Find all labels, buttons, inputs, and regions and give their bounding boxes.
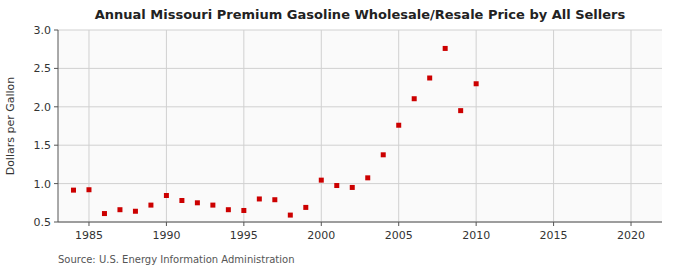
data-point	[179, 198, 184, 203]
x-tick-label: 2010	[462, 229, 490, 242]
y-tick-label: 1.0	[34, 178, 52, 191]
x-tick-label: 2005	[385, 229, 413, 242]
data-point	[396, 123, 401, 128]
x-grid-line	[88, 30, 89, 222]
data-point	[334, 183, 339, 188]
data-point	[412, 96, 417, 101]
y-tick-label: 2.0	[34, 101, 52, 114]
data-point	[458, 108, 463, 113]
y-grid-line	[58, 222, 662, 223]
grid	[58, 30, 662, 222]
data-point	[474, 81, 479, 86]
y-tick-label: 2.5	[34, 62, 52, 75]
y-tick	[54, 183, 58, 184]
y-tick	[54, 68, 58, 69]
y-grid-line	[58, 30, 662, 31]
x-grid-line	[321, 30, 322, 222]
source-note: Source: U.S. Energy Information Administ…	[58, 254, 295, 265]
data-point	[443, 46, 448, 51]
y-tick	[54, 30, 58, 31]
y-tick-label: 0.5	[34, 216, 52, 229]
y-tick-label: 1.5	[34, 139, 52, 152]
y-grid-line	[58, 68, 662, 69]
y-tick	[54, 145, 58, 146]
data-point	[133, 209, 138, 214]
x-tick-label: 2020	[617, 229, 645, 242]
x-tick	[243, 222, 244, 226]
x-grid-line	[553, 30, 554, 222]
y-axis-label: Dollars per Gallon	[4, 77, 17, 176]
data-point	[210, 203, 215, 208]
x-grid-line	[631, 30, 632, 222]
y-grid-line	[58, 106, 662, 107]
data-point	[427, 76, 432, 81]
data-point	[226, 207, 231, 212]
data-point	[86, 187, 91, 192]
data-point	[288, 213, 293, 218]
x-tick	[398, 222, 399, 226]
x-axis-line	[58, 222, 662, 223]
chart-container: 0.5 1.0 1.5 2.0 2.5 3.0 1985 1990 1995 2000 2005 20…	[0, 0, 675, 275]
data-point	[102, 211, 107, 216]
data-point	[164, 193, 169, 198]
data-point	[303, 205, 308, 210]
x-tick	[553, 222, 554, 226]
x-tick	[631, 222, 632, 226]
data-point	[257, 196, 262, 201]
data-point	[350, 185, 355, 190]
x-tick-label: 1995	[230, 229, 258, 242]
x-tick	[321, 222, 322, 226]
data-point	[117, 207, 122, 212]
data-point	[319, 178, 324, 183]
x-grid-line	[243, 30, 244, 222]
y-tick-label: 3.0	[34, 24, 52, 37]
axes: 0.5 1.0 1.5 2.0 2.5 3.0 1985 1990 1995 2000 2005 20…	[34, 24, 663, 242]
x-tick-label: 1985	[75, 229, 103, 242]
y-tick	[54, 222, 58, 223]
y-grid-line	[58, 145, 662, 146]
data-point	[381, 152, 386, 157]
y-axis-line	[58, 30, 59, 222]
y-grid-line	[58, 183, 662, 184]
data-points	[71, 46, 479, 218]
x-tick-label: 2000	[307, 229, 335, 242]
x-tick-label: 2015	[540, 229, 568, 242]
x-tick	[476, 222, 477, 226]
data-point	[241, 208, 246, 213]
data-point	[195, 200, 200, 205]
data-point	[148, 203, 153, 208]
x-tick-label: 1990	[152, 229, 180, 242]
data-point	[71, 188, 76, 193]
data-point	[272, 197, 277, 202]
x-tick	[166, 222, 167, 226]
x-tick	[88, 222, 89, 226]
chart-svg: 0.5 1.0 1.5 2.0 2.5 3.0 1985 1990 1995 2000 2005 20…	[0, 0, 675, 275]
data-point	[365, 175, 370, 180]
y-tick	[54, 106, 58, 107]
plot-background	[58, 30, 662, 222]
x-grid-line	[476, 30, 477, 222]
chart-title: Annual Missouri Premium Gasoline Wholesa…	[95, 7, 626, 22]
